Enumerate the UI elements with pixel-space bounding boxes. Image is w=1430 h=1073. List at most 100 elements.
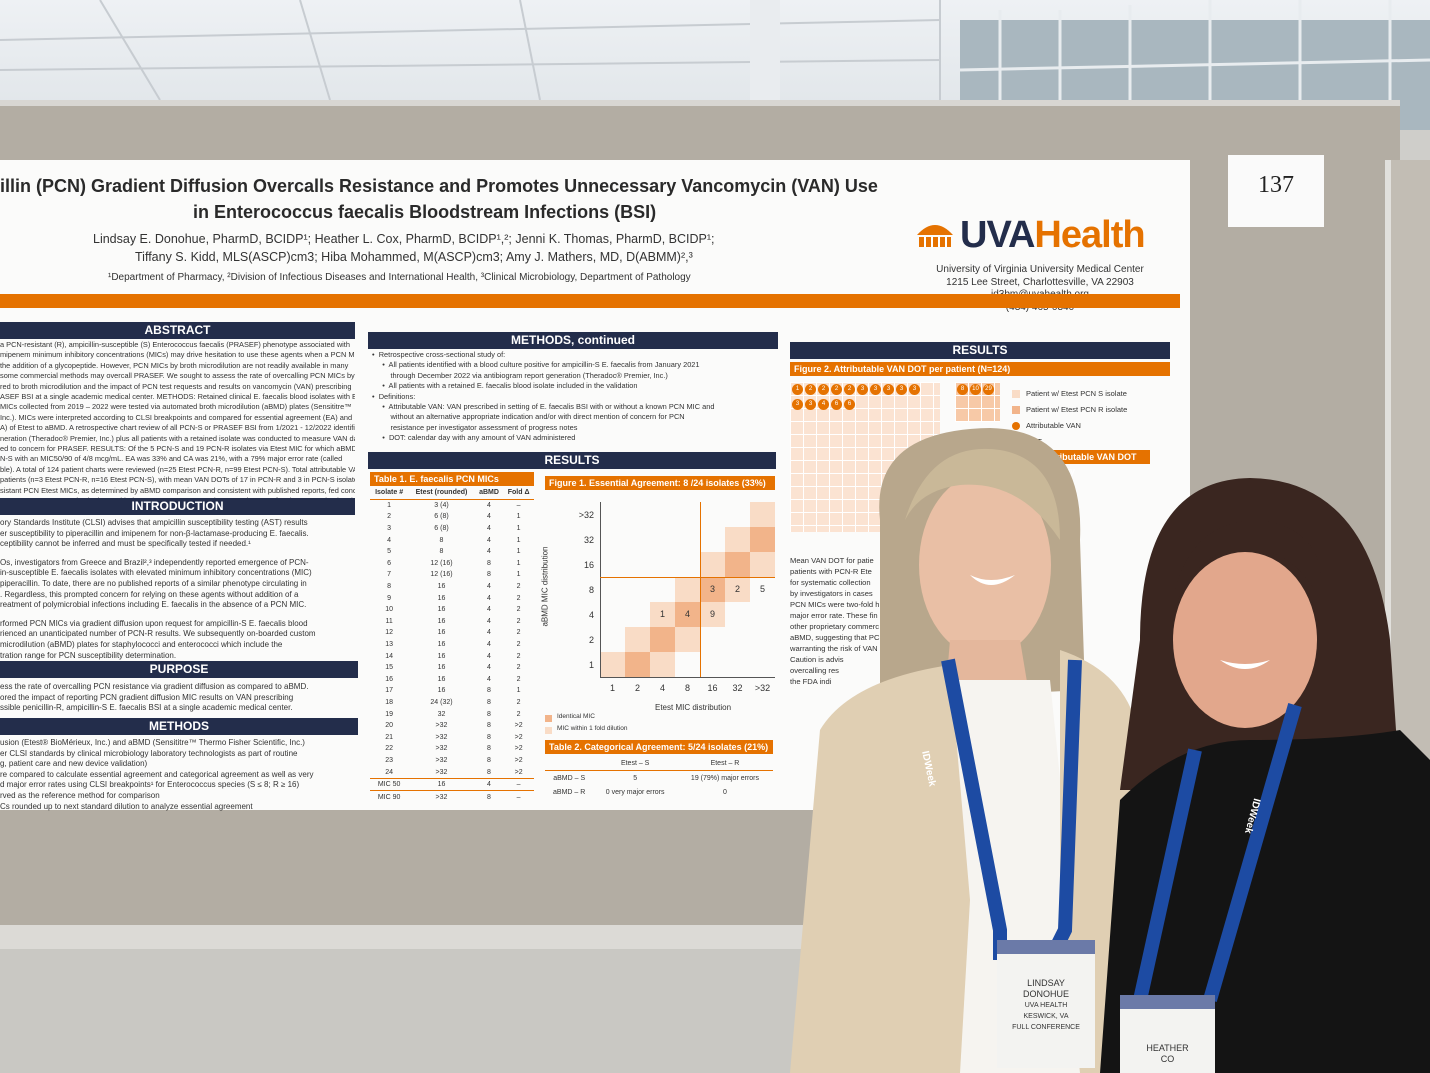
table-cell: 4	[387, 536, 392, 544]
text-line: tration range for PCN susceptibility det…	[0, 650, 177, 660]
text-line: red to broth microdilution and the impac…	[0, 381, 352, 391]
text-line: • All patients identified with a blood c…	[372, 360, 700, 370]
text-line: without an alternative appropriate indic…	[372, 412, 685, 422]
table-cell: 4	[487, 629, 491, 637]
text-line: rved as the reference method for compari…	[0, 790, 160, 800]
text-line: ASEF BSI at a single academic medical ce…	[0, 392, 355, 402]
cell-count: 2	[734, 584, 740, 594]
badge: HEATHER CO	[1120, 995, 1215, 1073]
table-cell: 22	[385, 745, 393, 753]
van-dot: 3	[896, 384, 907, 395]
table-cell: >2	[514, 733, 523, 741]
table-cell: 3	[387, 525, 392, 533]
table-row: 5 8 4 1	[370, 546, 534, 558]
heatmap-cell	[650, 652, 675, 677]
table-cell: 8	[474, 790, 504, 804]
logo-health: Health	[1034, 214, 1145, 256]
text-line: rformed PCN MICs via gradient diffusion …	[0, 618, 308, 628]
x-tick-label: 4	[659, 683, 665, 693]
table-cell: 8	[487, 687, 491, 695]
badge-text: UVA HEALTH	[1024, 1002, 1068, 1009]
methods-text: usion (Etest® BioMérieux, Inc.) and aBMD…	[0, 738, 358, 818]
heatmap-cell	[675, 602, 700, 627]
table-cell: 1	[516, 548, 521, 556]
table-cell: 16	[437, 687, 446, 695]
table-row: 21 >32 8 >2	[370, 731, 534, 743]
lanyard	[1203, 703, 1302, 1002]
table-cell: 16	[437, 583, 446, 591]
table-row: 15 16 4 2	[370, 662, 534, 674]
table-row: MIC 90 >32 8–	[370, 790, 534, 804]
table-cell: >2	[514, 756, 523, 764]
text-line: A) of Etest to aBMD. A retrospective cha…	[0, 423, 355, 433]
text-line: the FDA indi	[790, 677, 832, 686]
badge-text: HEATHER	[1146, 1043, 1189, 1053]
heatmap-cell	[700, 602, 725, 627]
legend-label: Patient w/ Etest PCN S isolate	[1026, 389, 1127, 398]
axis-line	[600, 677, 775, 678]
table-cell: 8	[439, 548, 444, 556]
table-row: 19 32 8 2	[370, 708, 534, 720]
table-cell: MIC 90	[370, 790, 409, 804]
van-dot: 2	[844, 384, 855, 395]
table-cell: 2	[516, 710, 521, 718]
section-heading: PURPOSE	[0, 661, 358, 678]
table-row: 6 12 (16) 8 1	[370, 558, 534, 570]
table-cell: 4	[487, 664, 491, 672]
van-dot: 3	[909, 384, 920, 395]
text-line: re compared to calculate essential agree…	[0, 769, 314, 779]
figure-title: Figure 1. Essential Agreement: 8 /24 iso…	[545, 476, 775, 490]
table-header-cell	[545, 756, 594, 771]
authors-1: Lindsay E. Donohue, PharmD, BCIDP¹; Heat…	[93, 232, 715, 246]
table-cell: 8	[487, 698, 491, 706]
table-cell: 1	[516, 571, 521, 579]
van-dot: 8	[957, 384, 968, 395]
table-cell: 8	[487, 768, 491, 776]
y-tick-label: 2	[588, 635, 594, 645]
text-line: piperacillin. To date, there are no publ…	[0, 578, 307, 588]
text-line: Os, investigators from Greece and Brazil…	[0, 557, 309, 567]
table-cell: >2	[514, 745, 523, 753]
table-row: 16 16 4 2	[370, 674, 534, 686]
methods-continued-text: • Retrospective cross-sectional study of…	[372, 350, 778, 450]
heatmap-cell	[725, 552, 750, 577]
x-tick-label: >32	[754, 683, 771, 693]
table-header-cell: Fold Δ	[503, 487, 534, 500]
heatmap-cell	[625, 652, 650, 677]
badge-text: KESWICK, VA	[1023, 1013, 1069, 1020]
text-line: major error rate. These fin	[790, 611, 878, 620]
smile	[970, 575, 1015, 585]
heatmap-cell	[750, 502, 775, 527]
table-cell: 4	[487, 594, 491, 602]
text-line: Inc.). MICs were interpreted according t…	[0, 412, 353, 422]
legend-swatch	[1012, 422, 1020, 430]
truss	[0, 0, 941, 130]
table-cell: 23	[385, 756, 393, 764]
table-row: 9 16 4 2	[370, 592, 534, 604]
table-row: 13 16 4 2	[370, 639, 534, 651]
y-tick-label: 4	[588, 610, 594, 620]
text-line: . Regardless, this prompted concern for …	[0, 589, 299, 599]
table-cell: 4	[474, 777, 504, 791]
face	[1173, 552, 1317, 728]
table-cell: 10	[385, 606, 393, 614]
table-cell: 13	[385, 641, 393, 649]
introduction-text: ory Standards Institute (CLSI) advises t…	[0, 518, 355, 666]
table-cell: 16	[437, 617, 446, 625]
van-dot: 4	[818, 399, 829, 410]
text-line: ored the impact of reporting PCN gradien…	[0, 692, 294, 702]
table-cell: 6 (8)	[434, 513, 449, 521]
table-cell: 16	[437, 652, 446, 660]
table-cell: 1	[516, 536, 521, 544]
x-tick-label: 2	[634, 683, 640, 693]
table-row: MIC 50 16 4–	[370, 777, 534, 791]
text-line: ed to concern for PRASEF. RESULTS: Of th…	[0, 444, 355, 454]
van-dot: 6	[844, 399, 855, 410]
table-header-cell: Etest – R	[676, 756, 773, 771]
table-cell: –	[503, 790, 534, 804]
table-cell: 0 very major errors	[605, 788, 665, 796]
table-cell: 24	[385, 768, 393, 776]
hair-fringe	[1170, 520, 1322, 620]
table-cell: >2	[514, 768, 523, 776]
